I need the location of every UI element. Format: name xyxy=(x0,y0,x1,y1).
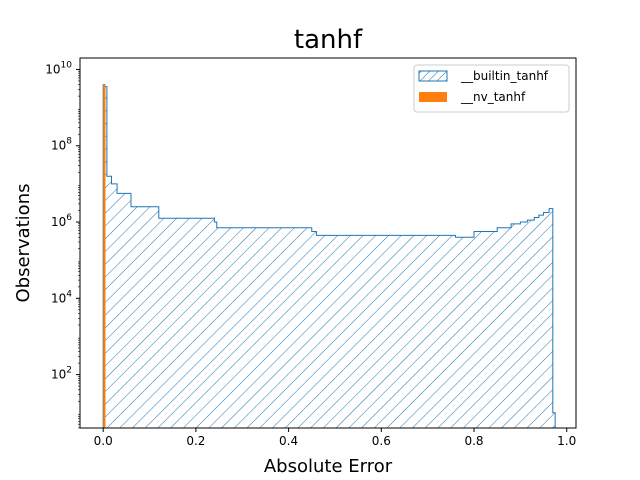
y-tick-label: 106 xyxy=(51,213,72,229)
x-axis-label: Absolute Error xyxy=(264,456,393,477)
x-axis-ticks: 0.0 0.2 0.4 0.6 0.8 1.0 xyxy=(94,428,576,448)
y-axis-ticks: 102 104 106 108 1010 xyxy=(45,60,80,429)
legend-swatch-nv xyxy=(419,92,447,102)
x-tick-label: 1.0 xyxy=(557,434,576,448)
legend-frame xyxy=(413,64,570,113)
x-tick-label: 0.2 xyxy=(186,434,205,448)
x-tick-label: 0.6 xyxy=(372,434,391,448)
y-axis-label: Observations xyxy=(13,184,34,303)
x-tick-label: 0.0 xyxy=(94,434,113,448)
legend: __builtin_tanhf __nv_tanhf xyxy=(413,64,570,113)
legend-swatch-builtin xyxy=(418,70,448,82)
series-nv-tanhf-bar xyxy=(103,84,106,428)
legend-label-builtin: __builtin_tanhf xyxy=(460,69,549,83)
x-tick-label: 0.4 xyxy=(279,434,298,448)
legend-label-nv: __nv_tanhf xyxy=(460,90,526,104)
axes-frame xyxy=(79,57,577,429)
x-tick-label: 0.8 xyxy=(464,434,483,448)
series-builtin-tanhf-histogram xyxy=(102,84,556,428)
chart-title: tanhf xyxy=(294,25,363,55)
y-tick-label: 104 xyxy=(51,289,72,305)
y-tick-label: 1010 xyxy=(45,60,72,76)
y-tick-label: 108 xyxy=(51,137,72,153)
y-tick-label: 102 xyxy=(51,366,72,382)
